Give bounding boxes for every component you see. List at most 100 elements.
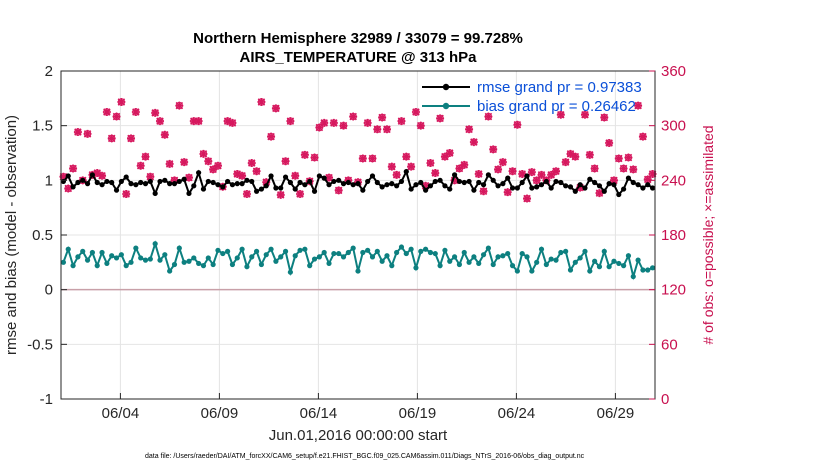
rmse-marker xyxy=(649,185,656,191)
obs-assimilated-marker xyxy=(247,159,256,168)
bias-marker xyxy=(543,261,549,268)
rmse-marker xyxy=(345,179,351,186)
rmse-marker xyxy=(635,182,641,188)
obs-assimilated-marker xyxy=(252,167,261,176)
obs-assimilated-marker xyxy=(310,153,319,162)
obs-assimilated-marker xyxy=(368,154,377,163)
obs-assimilated-marker xyxy=(349,112,358,121)
rmse-marker xyxy=(447,186,453,192)
rmse-marker xyxy=(509,185,516,191)
y-tick-label-left: 1 xyxy=(45,172,53,189)
bias-marker xyxy=(345,249,351,256)
obs-assimilated-marker xyxy=(638,132,647,141)
rmse-marker xyxy=(321,175,327,181)
rmse-marker xyxy=(408,186,414,192)
obs-assimilated-marker xyxy=(117,97,126,106)
bias-marker xyxy=(152,241,158,247)
obs-assimilated-marker xyxy=(508,167,517,176)
rmse-marker xyxy=(239,181,245,187)
y-axis-label-left: rmse and bias (model - observation) xyxy=(3,115,20,355)
obs-assimilated-marker xyxy=(267,132,276,141)
bias-marker xyxy=(65,246,71,252)
bias-marker xyxy=(113,255,120,261)
rmse-marker xyxy=(480,182,487,188)
bias-marker xyxy=(244,264,250,270)
obs-assimilated-marker xyxy=(585,150,594,159)
rmse-marker xyxy=(287,179,293,186)
bias-marker xyxy=(84,257,91,263)
bias-marker xyxy=(384,253,390,259)
rmse-marker xyxy=(263,183,269,189)
bias-marker xyxy=(621,263,627,269)
bias-marker xyxy=(263,252,269,258)
rmse-marker xyxy=(234,181,240,187)
rmse-marker xyxy=(75,179,81,186)
obs-assimilated-marker xyxy=(233,169,242,178)
bias-marker xyxy=(456,261,463,268)
obs-assimilated-marker xyxy=(421,181,430,190)
series-layer xyxy=(60,168,656,281)
bias-marker xyxy=(635,257,641,263)
bias-marker xyxy=(326,260,332,267)
rmse-marker xyxy=(423,187,429,193)
bias-marker xyxy=(490,261,496,268)
chart-title-line1: Northern Hemisphere 32989 / 33079 = 99.7… xyxy=(193,30,523,47)
obs-assimilated-marker xyxy=(455,164,464,173)
bias-marker xyxy=(471,254,477,260)
y-tick-label-left: -0.5 xyxy=(27,336,53,353)
obs-assimilated-marker xyxy=(382,125,391,134)
rmse-marker xyxy=(142,181,149,187)
rmse-marker xyxy=(70,184,76,190)
obs-assimilated-marker xyxy=(498,158,507,167)
obs-assimilated-marker xyxy=(64,184,73,193)
obs-assimilated-marker xyxy=(358,154,367,163)
bias-marker xyxy=(374,248,380,254)
obs-assimilated-marker xyxy=(426,159,435,168)
bias-marker xyxy=(365,247,371,253)
obs-assimilated-marker xyxy=(296,190,305,198)
bias-marker xyxy=(200,263,207,269)
bias-marker xyxy=(645,267,651,273)
bias-marker xyxy=(596,264,603,270)
obs-assimilated-marker xyxy=(513,120,522,129)
bias-marker xyxy=(60,259,67,265)
rmse-marker xyxy=(311,188,318,194)
bias-marker xyxy=(268,246,274,252)
rmse-marker xyxy=(273,185,279,191)
rmse-marker xyxy=(587,176,593,182)
rmse-marker xyxy=(138,179,144,186)
obs-assimilated-marker xyxy=(131,108,140,116)
rmse-marker xyxy=(567,184,574,190)
bias-marker xyxy=(567,267,574,273)
obs-assimilated-marker xyxy=(392,170,401,179)
bias-marker xyxy=(524,254,530,260)
rmse-marker xyxy=(630,179,636,186)
bias-marker xyxy=(350,245,356,251)
y-tick-label-right: 0 xyxy=(661,391,669,408)
rmse-marker xyxy=(606,181,612,187)
rmse-marker xyxy=(326,182,332,188)
rmse-marker xyxy=(621,186,627,192)
bias-marker xyxy=(408,246,414,252)
bias-marker xyxy=(128,259,134,265)
obs-assimilated-marker xyxy=(397,117,406,126)
obs-assimilated-marker xyxy=(213,161,222,170)
bias-marker xyxy=(616,260,622,267)
bias-marker xyxy=(282,248,289,254)
rmse-marker xyxy=(427,183,434,189)
rmse-marker xyxy=(244,177,250,183)
rmse-marker xyxy=(398,178,405,185)
obs-assimilated-marker xyxy=(339,121,348,130)
rmse-marker xyxy=(563,183,569,189)
bias-marker xyxy=(157,257,163,263)
obs-assimilated-marker xyxy=(629,165,638,174)
rmse-marker xyxy=(99,182,105,188)
rmse-marker xyxy=(316,173,322,179)
legend-rmse-label: rmse grand pr = 0.97383 xyxy=(477,79,642,96)
rmse-marker xyxy=(307,178,313,185)
obs-assimilated-marker xyxy=(69,164,78,173)
y-tick-label-right: 120 xyxy=(661,282,686,299)
rmse-marker xyxy=(514,185,520,191)
rmse-marker xyxy=(128,181,134,187)
